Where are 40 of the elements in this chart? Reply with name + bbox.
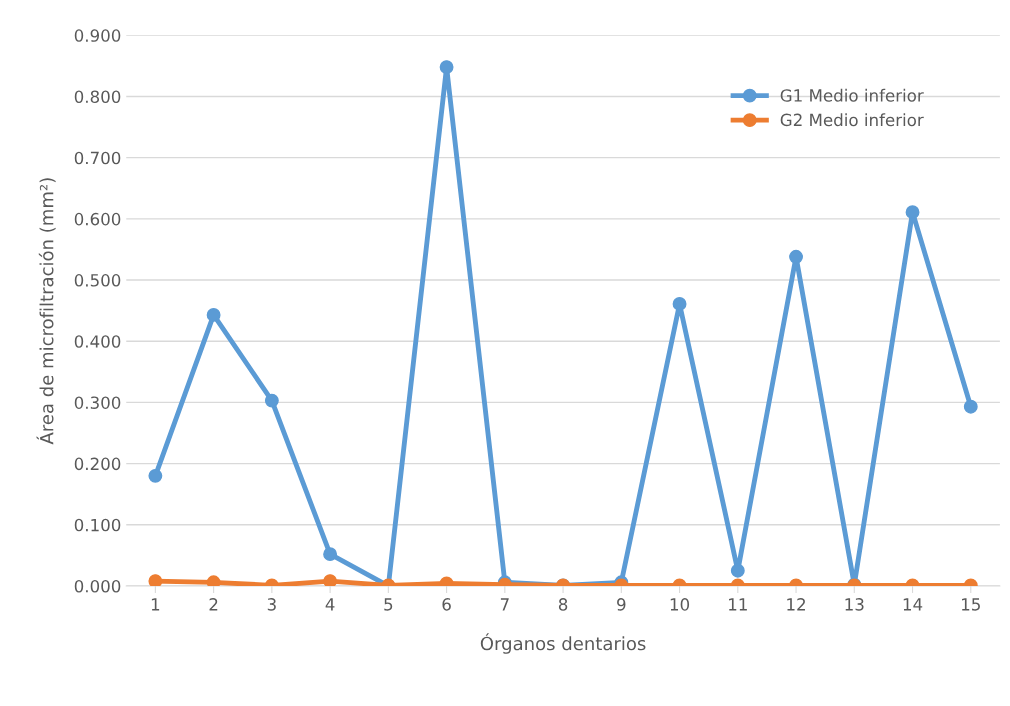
x-tick-label: 5: [384, 598, 393, 611]
point: [206, 575, 221, 586]
y-tick-label: 0.500: [74, 274, 121, 287]
y-tick-label: 0.200: [74, 457, 121, 471]
y-tick-label: 0.900: [74, 29, 121, 42]
x-tick-label: 12: [787, 598, 805, 611]
x-tick-label: 8: [558, 598, 568, 611]
x-tick-label: 4: [325, 598, 335, 611]
y-axis-title: Área de microfiltración (mm²): [36, 178, 56, 445]
x-tick-label: 10: [670, 598, 690, 611]
x-tick-label: 1: [151, 598, 160, 611]
x-tick-label: 15: [962, 598, 980, 611]
y-tick-label: 0.100: [74, 518, 121, 532]
x-tick-label: 3: [267, 598, 276, 611]
y-tick-label: 0.000: [74, 579, 121, 593]
legend-label: G1 Medio inferior: [780, 88, 924, 102]
x-tick-label: 6: [442, 598, 451, 611]
point: [148, 468, 163, 483]
x-tick-label: 7: [500, 598, 509, 611]
point: [789, 249, 803, 264]
y-tick-label: 0.800: [74, 90, 121, 104]
x-axis-title: Órganos dentarios: [480, 633, 646, 654]
point: [905, 205, 920, 220]
x-tick-label: 2: [209, 598, 218, 611]
y-tick-label: 0.400: [74, 335, 121, 348]
y-tick-label: 0.300: [74, 396, 121, 409]
point: [323, 574, 338, 586]
point: [206, 307, 221, 322]
point: [148, 574, 163, 586]
x-tick-label: 14: [903, 598, 923, 611]
point: [672, 296, 687, 311]
point: [439, 60, 454, 75]
y-tick-label: 0.600: [74, 212, 121, 226]
y-tick-label: 0.700: [74, 151, 121, 165]
x-tick-label: 11: [729, 598, 747, 611]
point: [264, 393, 279, 408]
x-tick-label: 9: [617, 598, 626, 611]
point: [963, 399, 978, 414]
x-tick-label: 13: [845, 598, 864, 611]
legend-label: G2 Medio inferior: [780, 113, 924, 127]
